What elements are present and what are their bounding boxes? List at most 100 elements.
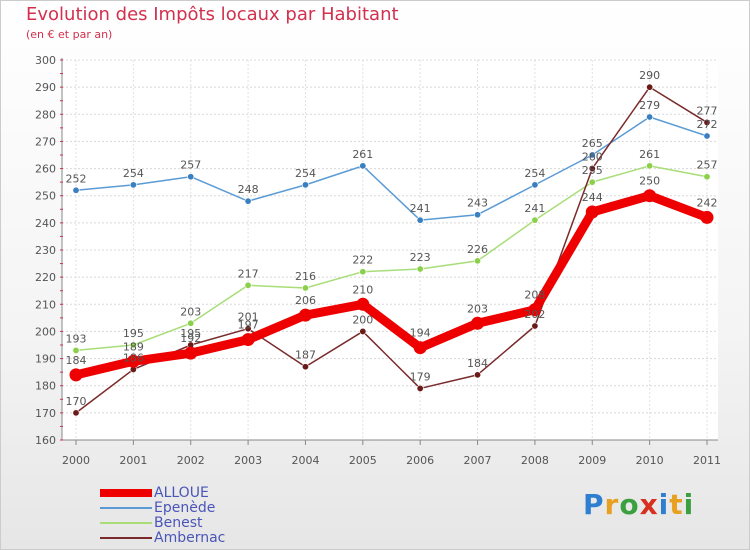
series-line-alloue <box>71 191 712 380</box>
x-tick-label: 2005 <box>349 454 377 467</box>
x-tick-label: 2000 <box>62 454 90 467</box>
data-label-ambernac: 201 <box>238 311 259 324</box>
logo-letter: r <box>604 488 620 521</box>
data-point-epenede <box>588 151 596 159</box>
data-label-benest: 226 <box>467 243 488 256</box>
y-tick-label: 250 <box>35 190 56 203</box>
data-label-benest: 261 <box>639 148 660 161</box>
data-label-benest: 222 <box>352 254 373 267</box>
data-point-ambernac <box>588 165 596 173</box>
data-label-epenede: 257 <box>180 159 201 172</box>
y-tick-label: 280 <box>35 108 56 121</box>
data-point-ambernac <box>359 327 367 335</box>
data-point-alloue <box>471 316 485 330</box>
data-label-alloue: 250 <box>639 175 660 188</box>
legend-label-ambernac: Ambernac <box>154 530 226 546</box>
data-label-ambernac: 187 <box>295 349 316 362</box>
data-point-ambernac <box>474 371 482 379</box>
chart-data-labels: 252 254 257 248 254 261 241 243 254 265 279 272 193 1… <box>66 69 718 408</box>
y-tick-label: 170 <box>35 407 56 420</box>
legend-label-epenede: Epenède <box>154 500 216 516</box>
data-point-benest <box>359 268 367 276</box>
data-point-benest <box>474 257 482 265</box>
x-tick-label: 2002 <box>177 454 205 467</box>
data-label-ambernac: 184 <box>467 357 488 370</box>
data-point-epenede <box>646 113 654 121</box>
data-point-benest <box>588 178 596 186</box>
data-label-ambernac: 290 <box>639 69 660 82</box>
legend-label-benest: Benest <box>154 515 203 531</box>
data-point-alloue <box>69 368 83 382</box>
data-label-alloue: 242 <box>697 196 718 209</box>
data-label-epenede: 272 <box>697 118 718 131</box>
data-label-ambernac: 260 <box>582 151 603 164</box>
data-label-alloue: 192 <box>180 332 201 345</box>
data-point-epenede <box>187 173 195 181</box>
y-tick-label: 200 <box>35 325 56 338</box>
y-tick-label: 260 <box>35 163 56 176</box>
data-label-benest: 195 <box>123 327 144 340</box>
logo-letter: i <box>658 488 670 521</box>
data-label-alloue: 184 <box>66 354 87 367</box>
data-point-benest <box>301 284 309 292</box>
data-point-epenede <box>129 181 137 189</box>
data-point-epenede <box>301 181 309 189</box>
data-label-alloue: 244 <box>582 191 603 204</box>
data-point-ambernac <box>72 409 80 417</box>
data-point-epenede <box>244 197 252 205</box>
data-point-alloue <box>356 297 370 311</box>
data-label-ambernac: 195 <box>180 327 201 340</box>
x-tick-label: 2001 <box>119 454 147 467</box>
data-point-epenede <box>416 216 424 224</box>
chart-axes: 160 170 180 190 200 210 220 230 240 250 260 270 280 2… <box>35 54 721 467</box>
data-label-epenede: 254 <box>295 167 316 180</box>
y-tick-label: 270 <box>35 135 56 148</box>
data-label-ambernac: 277 <box>697 104 718 117</box>
data-point-ambernac <box>244 325 252 333</box>
data-label-ambernac: 200 <box>352 313 373 326</box>
series-line-epenede <box>75 116 708 221</box>
data-point-benest <box>646 162 654 170</box>
y-tick-label: 180 <box>35 380 56 393</box>
data-point-benest <box>703 173 711 181</box>
x-tick-label: 2007 <box>464 454 492 467</box>
data-point-epenede <box>703 132 711 140</box>
data-label-ambernac: 179 <box>410 370 431 383</box>
chart-grid <box>62 58 718 441</box>
chart-subtitle: (en € et par an) <box>26 28 113 41</box>
x-tick-label: 2003 <box>234 454 262 467</box>
data-point-benest <box>244 281 252 289</box>
data-point-alloue <box>184 346 198 360</box>
data-label-ambernac: 186 <box>123 351 144 364</box>
data-label-benest: 193 <box>66 332 87 345</box>
series-line-ambernac <box>75 86 708 414</box>
series-line-benest <box>75 165 708 352</box>
legend-label-alloue: ALLOUE <box>154 485 209 501</box>
proxiti-logo: Proxiti <box>583 488 694 521</box>
data-point-alloue <box>413 341 427 355</box>
chart-series <box>69 83 714 417</box>
logo-letter: i <box>683 488 695 521</box>
y-tick-label: 230 <box>35 244 56 257</box>
data-point-alloue <box>298 308 312 322</box>
x-tick-label: 2010 <box>636 454 664 467</box>
data-point-alloue <box>126 354 140 368</box>
data-label-alloue: 194 <box>410 327 431 340</box>
data-label-epenede: 279 <box>639 99 660 112</box>
data-label-alloue: 189 <box>123 340 144 353</box>
data-label-epenede: 254 <box>524 167 545 180</box>
legend-swatch-benest <box>100 522 152 524</box>
data-point-ambernac <box>646 83 654 91</box>
y-tick-label: 190 <box>35 353 56 366</box>
data-label-alloue: 210 <box>352 283 373 296</box>
data-point-epenede <box>72 186 80 194</box>
data-label-benest: 217 <box>238 267 259 280</box>
data-label-ambernac: 170 <box>66 395 87 408</box>
data-point-benest <box>72 346 80 354</box>
data-point-benest <box>416 265 424 273</box>
data-point-alloue <box>643 189 657 203</box>
y-tick-label: 300 <box>35 54 56 67</box>
y-tick-label: 220 <box>35 271 56 284</box>
data-point-epenede <box>531 181 539 189</box>
